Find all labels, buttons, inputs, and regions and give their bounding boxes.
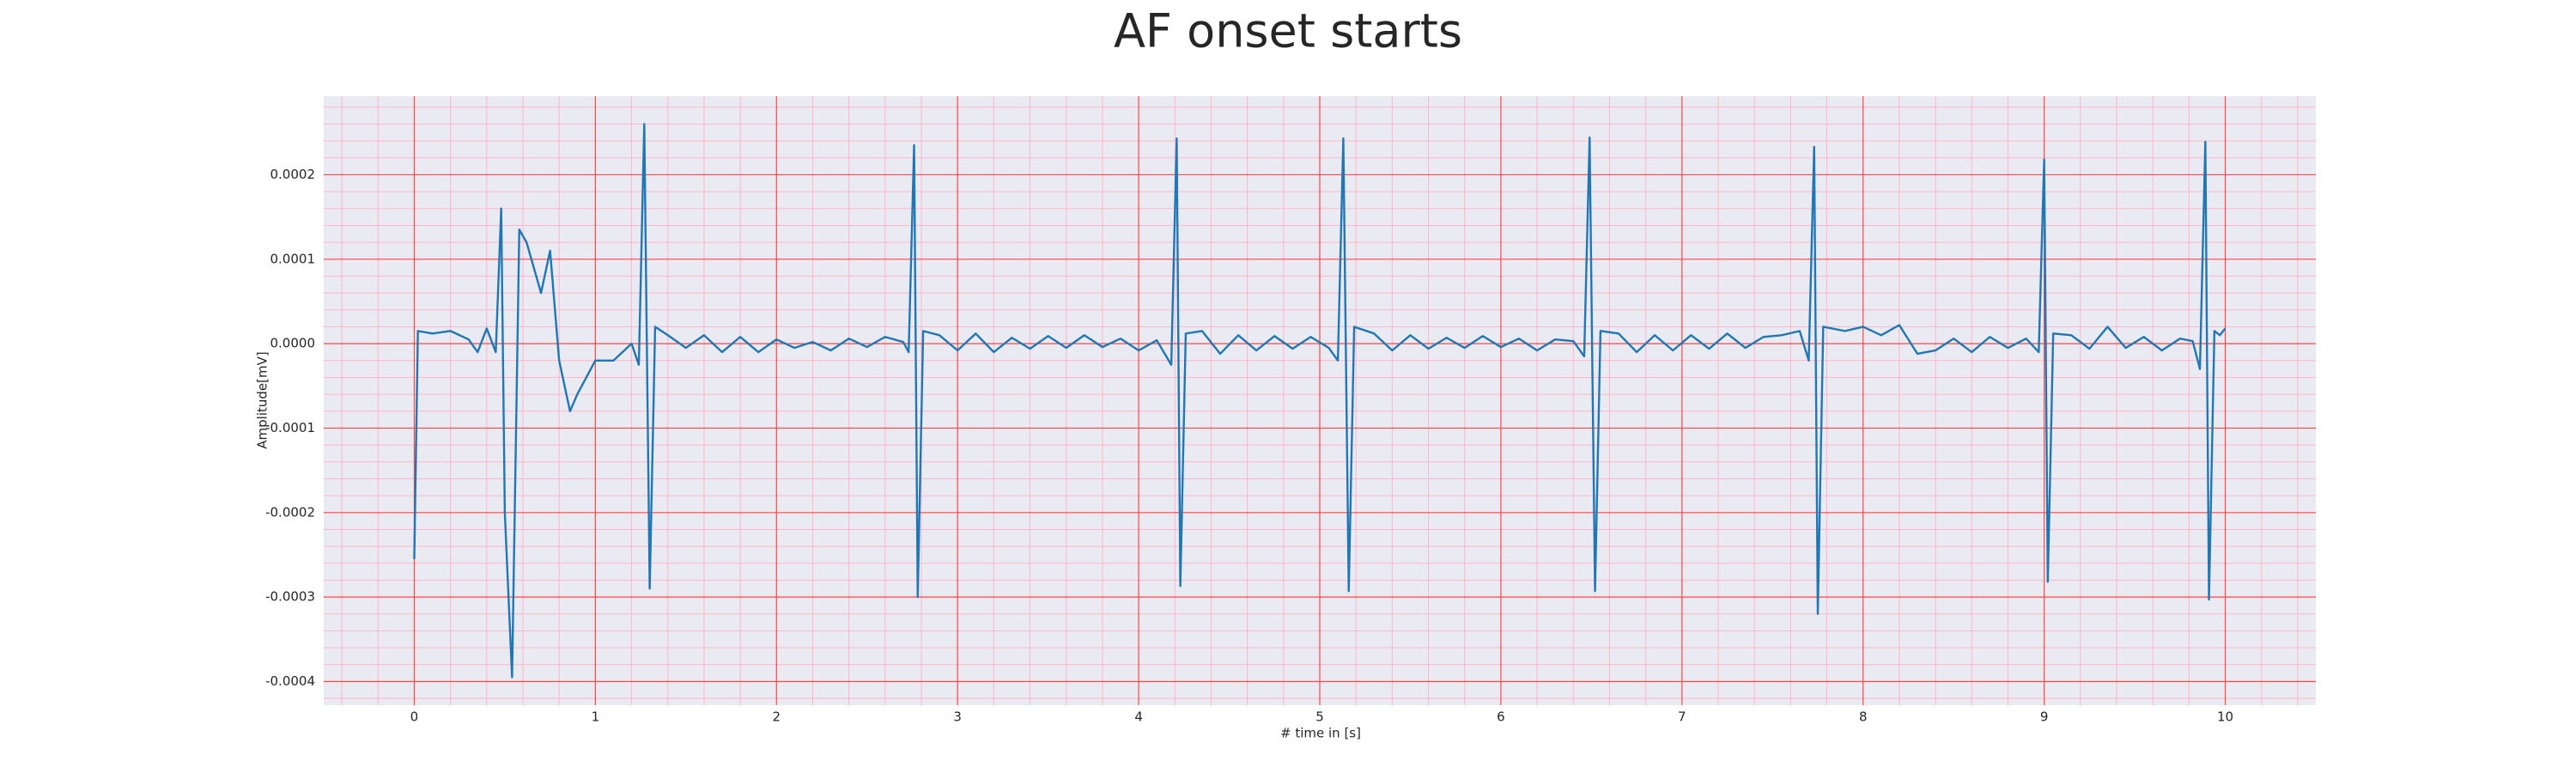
y-tick-label: 0.0002 <box>270 167 316 182</box>
x-tick-label: 10 <box>2217 709 2233 725</box>
x-tick-label: 8 <box>1859 709 1868 725</box>
y-tick-label: 0.0001 <box>270 251 316 266</box>
x-tick-label: 6 <box>1497 709 1505 725</box>
x-tick-label: 5 <box>1315 709 1324 725</box>
y-axis-label: Amplitude[mV] <box>255 351 270 448</box>
y-tick-label: -0.0001 <box>265 420 315 435</box>
chart-title: AF onset starts <box>1114 4 1462 58</box>
x-tick-label: 4 <box>1134 709 1143 725</box>
signal-line <box>413 123 2227 679</box>
x-tick-label: 9 <box>2040 709 2049 725</box>
y-tick-label: -0.0002 <box>265 504 315 520</box>
x-tick-label: 2 <box>772 709 781 725</box>
x-tick-label: 0 <box>410 709 419 725</box>
x-tick-label: 7 <box>1678 709 1686 725</box>
y-tick-label: 0.0000 <box>270 336 316 351</box>
y-tick-label: -0.0003 <box>265 589 315 605</box>
y-tick-label: -0.0004 <box>265 673 315 689</box>
x-tick-label: 1 <box>592 709 600 725</box>
x-axis-label: # time in [s] <box>1280 726 1361 741</box>
x-tick-label: 3 <box>953 709 962 725</box>
